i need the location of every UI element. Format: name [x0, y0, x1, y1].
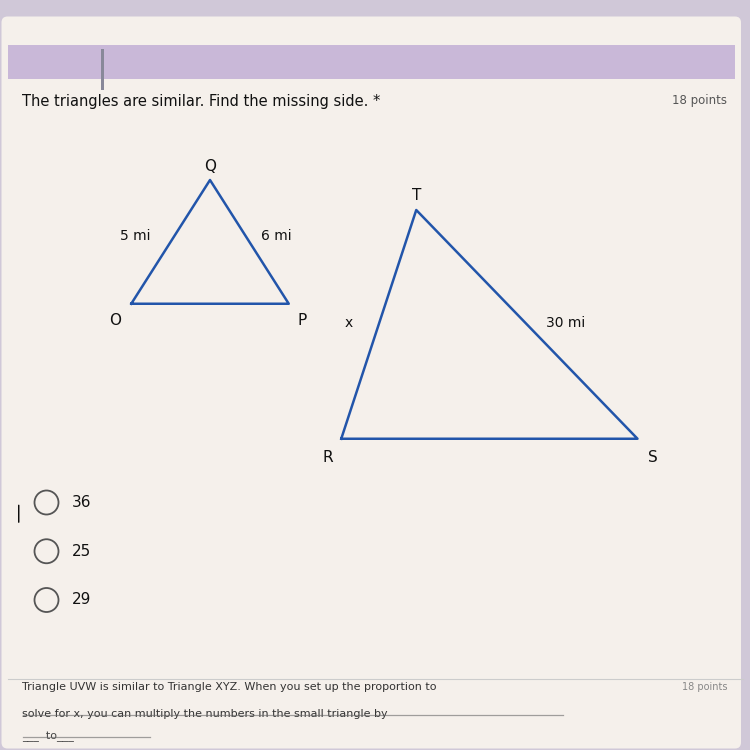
Text: P: P	[298, 313, 307, 328]
Text: solve for x, you can multiply the numbers in the small triangle by: solve for x, you can multiply the number…	[22, 709, 388, 718]
Text: 18 points: 18 points	[673, 94, 728, 106]
Text: T: T	[412, 188, 421, 202]
Text: R: R	[322, 450, 333, 465]
Text: 25: 25	[72, 544, 92, 559]
Bar	[101, 49, 104, 90]
Text: x: x	[344, 316, 352, 329]
Text: Q: Q	[204, 159, 216, 174]
Text: 29: 29	[72, 592, 92, 608]
Text: O: O	[109, 313, 121, 328]
Text: 6 mi: 6 mi	[261, 230, 292, 243]
Text: ___  to___: ___ to___	[22, 731, 74, 742]
Text: 36: 36	[72, 495, 92, 510]
Text: 18 points: 18 points	[682, 682, 728, 692]
Text: The triangles are similar. Find the missing side. *: The triangles are similar. Find the miss…	[22, 94, 381, 109]
Text: 5 mi: 5 mi	[119, 230, 150, 243]
FancyBboxPatch shape	[2, 16, 741, 748]
Bar	[8, 45, 735, 79]
Text: Triangle UVW is similar to Triangle XYZ. When you set up the proportion to: Triangle UVW is similar to Triangle XYZ.…	[22, 682, 437, 692]
Text: S: S	[647, 450, 657, 465]
Text: 30 mi: 30 mi	[546, 316, 585, 329]
